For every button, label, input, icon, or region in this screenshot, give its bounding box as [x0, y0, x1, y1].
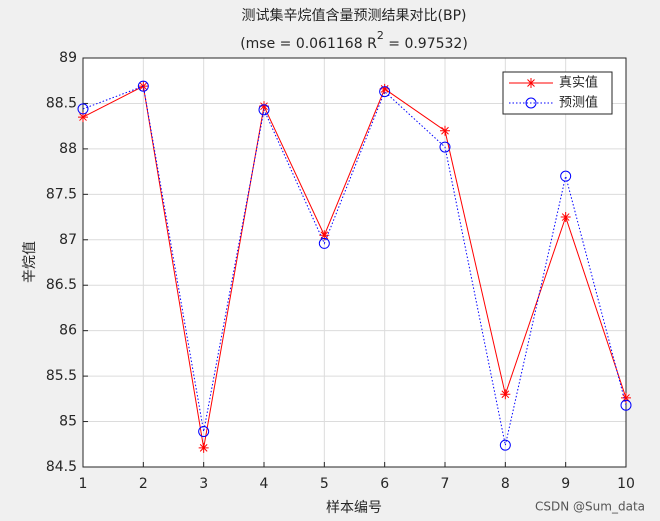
circle-marker: [525, 97, 537, 109]
star-marker: [526, 78, 536, 88]
star-marker: [379, 83, 390, 94]
legend-label: 预测值: [559, 95, 598, 111]
star-marker: [500, 389, 511, 400]
circle-marker: [137, 80, 149, 92]
series-line: [82, 85, 627, 446]
series-line: [82, 85, 627, 448]
x-tick-label: 9: [561, 476, 570, 492]
y-tick-label: 85: [59, 414, 77, 430]
y-tick-label: 88.5: [46, 95, 77, 111]
subtitle-part: (mse = 0.061168 R: [240, 36, 377, 52]
x-tick-label: 3: [199, 476, 208, 492]
x-tick-label: 5: [320, 476, 329, 492]
star-marker: [621, 392, 631, 403]
circle-marker: [499, 439, 511, 451]
x-tick-label: 1: [79, 476, 88, 492]
y-tick-label: 87: [59, 232, 77, 248]
star-marker: [259, 101, 269, 112]
circle-marker: [560, 170, 572, 182]
plot-area: [83, 58, 626, 467]
circle-marker: [77, 103, 89, 115]
legend-label: 真实值: [559, 75, 598, 91]
x-tick-label: 6: [380, 476, 389, 492]
y-tick-label: 85.5: [46, 368, 77, 384]
x-tick-label: 8: [501, 476, 510, 492]
star-marker: [319, 230, 330, 241]
subtitle-part: = 0.97532): [384, 36, 468, 52]
circle-marker: [379, 86, 391, 98]
chart-title: 测试集辛烷值含量预测结果对比(BP): [242, 7, 467, 24]
x-tick-label: 2: [139, 476, 148, 492]
y-axis-label: 辛烷值: [22, 241, 38, 283]
x-axis-label: 样本编号: [326, 500, 382, 516]
y-tick-label: 87.5: [46, 186, 77, 202]
star-marker: [560, 212, 571, 223]
x-tick-label: 4: [260, 476, 269, 492]
watermark: CSDN @Sum_data: [535, 500, 645, 514]
circle-marker: [620, 399, 632, 411]
x-tick-label: 7: [441, 476, 450, 492]
circle-marker: [439, 141, 451, 153]
y-tick-label: 88: [59, 141, 77, 157]
circle-marker: [198, 426, 210, 438]
circle-marker: [318, 237, 330, 249]
y-tick-label: 84.5: [46, 459, 77, 475]
x-tick-label: 10: [617, 476, 635, 492]
y-tick-label: 86: [59, 323, 77, 339]
axes-box: [82, 57, 627, 468]
star-marker: [78, 112, 88, 123]
circle-marker: [258, 104, 270, 116]
y-tick-label: 86.5: [46, 277, 77, 293]
chart-subtitle: (mse = 0.061168 R2 = 0.97532): [240, 29, 468, 52]
subtitle-superscript: 2: [377, 29, 384, 42]
y-tick-label: 89: [59, 50, 77, 66]
star-marker: [440, 125, 450, 136]
legend-box: [502, 71, 613, 115]
star-marker: [198, 442, 209, 453]
